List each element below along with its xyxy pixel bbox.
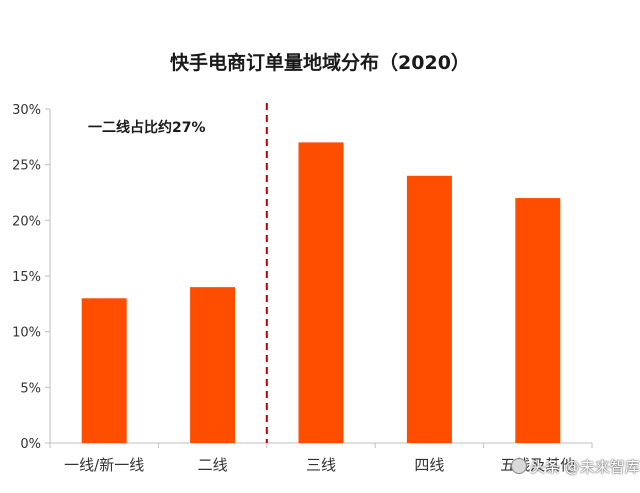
bar <box>406 175 452 444</box>
watermark: 头条 @未来智库 <box>508 456 640 477</box>
chart-title: 快手电商订单量地域分布（2020） <box>170 52 470 74</box>
y-tick-label: 10% <box>12 326 41 341</box>
x-tick-label: 四线 <box>414 456 444 474</box>
chart-annotation: 一二线占比约27% <box>88 120 206 136</box>
bar <box>515 198 561 443</box>
watermark-text: 头条 @未来智库 <box>530 458 640 476</box>
y-tick-label: 30% <box>12 103 41 118</box>
bar <box>81 298 127 443</box>
y-tick-label: 0% <box>20 437 41 452</box>
x-tick-label: 三线 <box>306 456 336 474</box>
y-tick-label: 5% <box>20 381 41 396</box>
y-tick-label: 25% <box>12 159 41 174</box>
avatar-icon <box>511 458 527 474</box>
y-tick-label: 20% <box>12 214 41 229</box>
y-tick-label: 15% <box>12 270 41 285</box>
x-tick-label: 一线/新一线 <box>64 456 144 474</box>
bar <box>298 142 344 443</box>
bar <box>190 287 236 443</box>
x-tick-label: 二线 <box>198 456 228 474</box>
